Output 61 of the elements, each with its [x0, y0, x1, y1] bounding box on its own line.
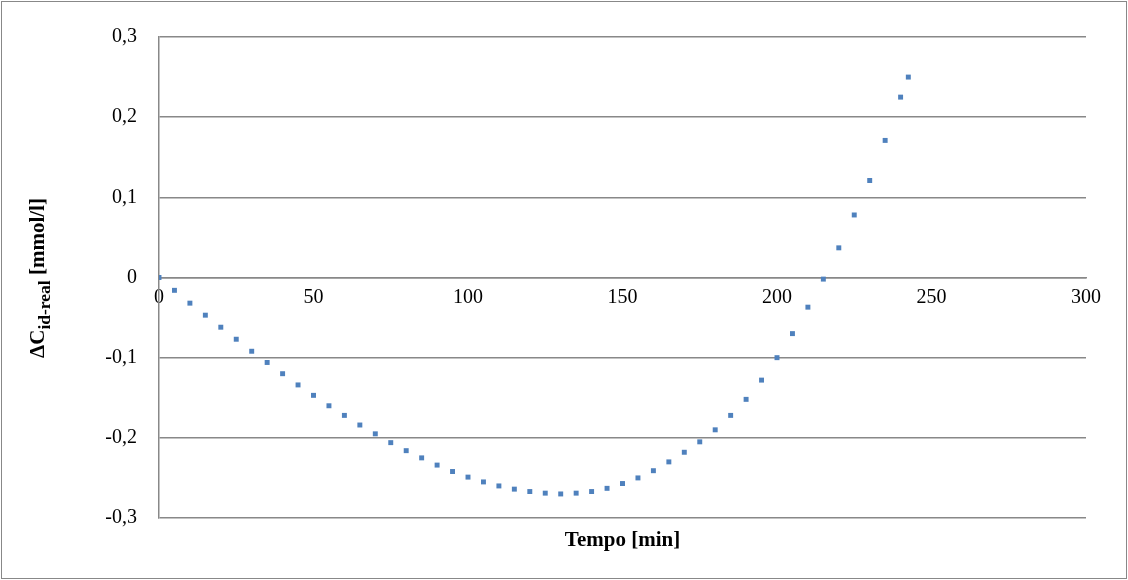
point — [202, 312, 208, 318]
point — [743, 396, 749, 402]
y-tick-label: -0,2 — [105, 425, 137, 448]
y-tick-label: 0,2 — [112, 104, 137, 127]
point — [403, 448, 409, 454]
point — [836, 245, 842, 251]
point — [650, 468, 656, 474]
x-tick-label: 100 — [453, 284, 483, 307]
point — [635, 475, 641, 481]
x-tick-label: 200 — [762, 284, 792, 307]
point — [249, 348, 255, 354]
y-tick-label: -0,1 — [105, 344, 137, 367]
point — [419, 455, 425, 461]
point — [542, 490, 548, 496]
point — [573, 490, 579, 496]
y-tick-label: 0 — [127, 264, 137, 287]
point — [480, 479, 486, 485]
point — [681, 449, 687, 455]
x-tick-label: 300 — [1071, 284, 1101, 307]
point — [187, 300, 193, 306]
point — [372, 431, 378, 437]
point — [820, 276, 826, 282]
point — [805, 304, 811, 310]
point — [666, 459, 672, 465]
point — [511, 486, 517, 492]
x-axis-title: Tempo [min] — [563, 527, 682, 552]
point — [280, 371, 286, 377]
point — [311, 392, 316, 398]
point — [264, 360, 270, 365]
point — [867, 178, 873, 183]
point — [450, 469, 456, 474]
x-tick-label: 150 — [607, 284, 638, 307]
y-tick-label: -0,3 — [105, 505, 137, 528]
point — [789, 331, 795, 337]
point — [882, 137, 888, 143]
point — [527, 489, 533, 495]
point — [697, 439, 703, 445]
point — [171, 287, 177, 293]
point — [759, 377, 765, 383]
point — [620, 481, 625, 486]
point — [326, 403, 332, 409]
point — [604, 485, 610, 491]
x-tick-label: 50 — [303, 284, 324, 307]
point — [558, 491, 564, 497]
point — [712, 427, 718, 433]
y-tick-label: 0,3 — [112, 24, 137, 47]
point — [851, 212, 857, 218]
point — [218, 324, 224, 330]
x-tick-label: 0 — [154, 284, 164, 307]
point — [728, 412, 734, 418]
point — [233, 336, 239, 342]
x-tick-label: 250 — [916, 284, 947, 307]
y-tick-label: 0,1 — [112, 184, 137, 207]
point — [388, 440, 394, 446]
point — [341, 412, 347, 418]
point — [434, 462, 440, 468]
point — [898, 94, 904, 100]
point — [905, 74, 911, 80]
point — [295, 382, 301, 388]
point — [589, 489, 595, 495]
point — [496, 483, 502, 489]
